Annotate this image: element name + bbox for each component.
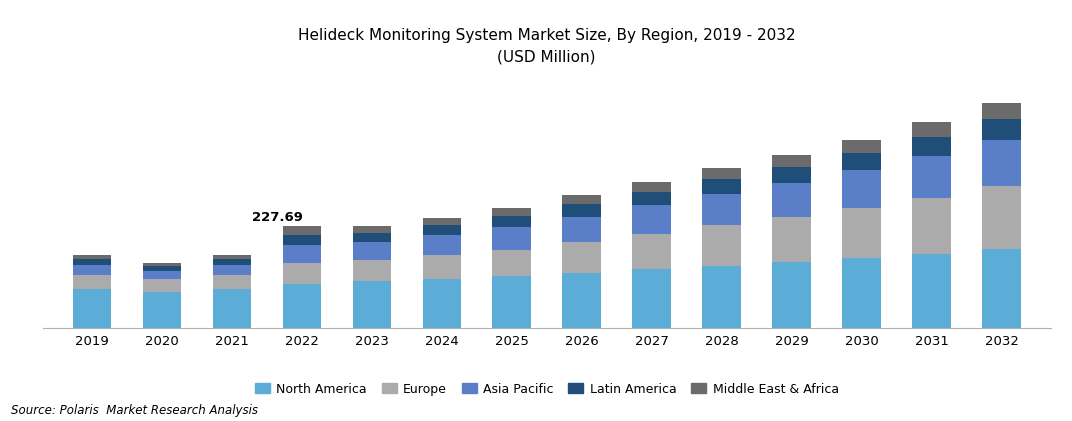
Bar	[982, 103, 1021, 119]
Bar	[212, 255, 251, 259]
Bar	[73, 265, 111, 274]
Bar	[73, 274, 111, 289]
Bar	[843, 139, 881, 153]
Bar	[563, 273, 601, 328]
Bar	[143, 271, 181, 279]
Bar	[143, 266, 181, 271]
Bar	[773, 262, 810, 328]
Bar	[212, 259, 251, 265]
Bar	[632, 234, 671, 269]
Bar	[912, 198, 951, 253]
Text: 227.69: 227.69	[252, 211, 302, 224]
Bar	[73, 259, 111, 265]
Bar	[422, 256, 461, 279]
Bar	[702, 266, 741, 328]
Bar	[982, 119, 1021, 140]
Bar	[912, 122, 951, 137]
Bar	[702, 179, 741, 194]
Bar	[143, 263, 181, 266]
Bar	[73, 255, 111, 259]
Bar	[283, 284, 321, 328]
Bar	[73, 289, 111, 328]
Bar	[563, 216, 601, 242]
Bar	[212, 274, 251, 289]
Bar	[353, 260, 391, 281]
Bar	[143, 292, 181, 328]
Bar	[353, 281, 391, 328]
Bar	[283, 264, 321, 284]
Bar	[843, 208, 881, 258]
Bar	[283, 245, 321, 264]
Bar	[982, 249, 1021, 328]
Text: Source: Polaris  Market Research Analysis: Source: Polaris Market Research Analysis	[11, 404, 257, 417]
Bar	[212, 289, 251, 328]
Bar	[492, 208, 531, 216]
Bar	[982, 186, 1021, 249]
Bar	[353, 233, 391, 242]
Bar	[702, 168, 741, 179]
Bar	[422, 226, 461, 235]
Bar	[212, 265, 251, 274]
Bar	[982, 140, 1021, 186]
Bar	[632, 181, 671, 192]
Bar	[843, 171, 881, 208]
Bar	[492, 250, 531, 277]
Bar	[843, 258, 881, 328]
Bar	[563, 242, 601, 273]
Legend: North America, Europe, Asia Pacific, Latin America, Middle East & Africa: North America, Europe, Asia Pacific, Lat…	[250, 378, 844, 400]
Bar	[422, 235, 461, 256]
Bar	[773, 217, 810, 262]
Bar	[283, 235, 321, 245]
Bar	[773, 155, 810, 167]
Bar	[143, 279, 181, 292]
Bar	[353, 226, 391, 233]
Bar	[283, 226, 321, 235]
Bar	[632, 269, 671, 328]
Bar	[773, 184, 810, 217]
Bar	[422, 218, 461, 226]
Bar	[843, 153, 881, 171]
Bar	[632, 192, 671, 205]
Bar	[912, 137, 951, 156]
Bar	[563, 205, 601, 216]
Bar	[702, 226, 741, 266]
Bar	[773, 167, 810, 184]
Bar	[912, 253, 951, 328]
Bar	[702, 194, 741, 226]
Bar	[353, 242, 391, 260]
Bar	[912, 156, 951, 198]
Bar	[492, 277, 531, 328]
Title: Helideck Monitoring System Market Size, By Region, 2019 - 2032
(USD Million): Helideck Monitoring System Market Size, …	[298, 28, 795, 65]
Bar	[563, 195, 601, 205]
Bar	[492, 216, 531, 227]
Bar	[422, 279, 461, 328]
Bar	[492, 227, 531, 250]
Bar	[632, 205, 671, 234]
